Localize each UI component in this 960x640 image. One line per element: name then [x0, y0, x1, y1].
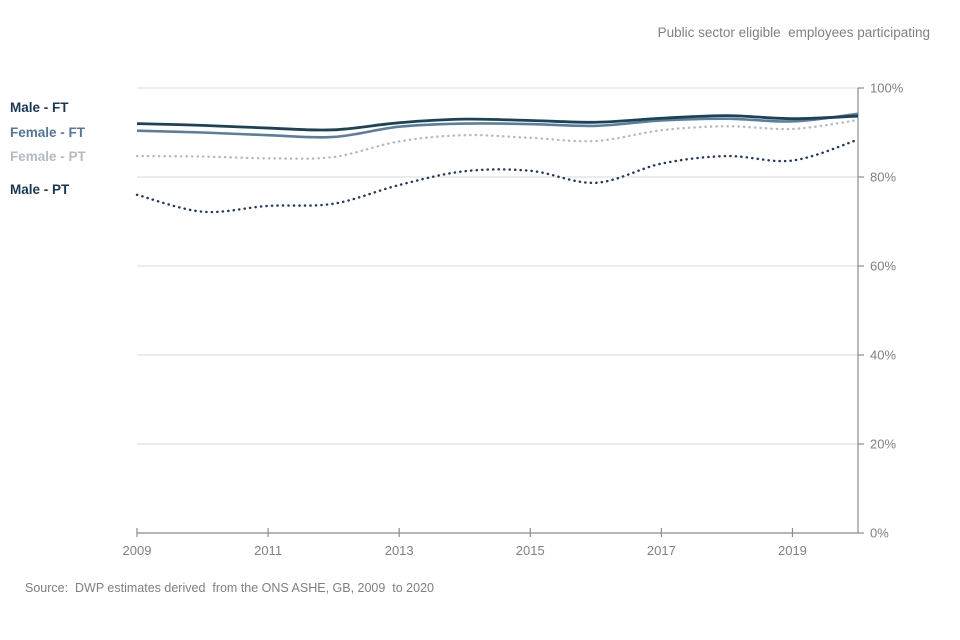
- x-axis-label-2019: 2019: [778, 543, 807, 558]
- legend-label-male-ft: Male - FT: [10, 100, 69, 115]
- line-female-ft: [136, 112, 859, 139]
- source-note: Source: DWP estimates derived from the O…: [25, 581, 434, 595]
- x-axis-label-2017: 2017: [647, 543, 676, 558]
- line-male-ft: [136, 114, 859, 132]
- chart-title: Public sector eligible employees partici…: [657, 25, 930, 40]
- x-axis-label-2013: 2013: [385, 543, 414, 558]
- y-axis-label-80: 80%: [870, 170, 896, 185]
- y-axis-label-60: 60%: [870, 259, 896, 274]
- x-axis-label-2011: 2011: [254, 543, 282, 558]
- legend-label-female-pt: Female - PT: [10, 149, 86, 164]
- y-axis-label-100: 100%: [870, 81, 904, 96]
- line-male-pt: [135, 138, 860, 214]
- y-axis-label-0: 0%: [870, 526, 889, 541]
- line-female-pt: [135, 118, 860, 160]
- x-axis-label-2015: 2015: [516, 543, 545, 558]
- y-axis-label-20: 20%: [870, 437, 896, 452]
- x-axis-label-2009: 2009: [123, 543, 152, 558]
- legend-label-male-pt: Male - PT: [10, 182, 70, 197]
- legend-label-female-ft: Female - FT: [10, 125, 86, 140]
- y-axis-label-40: 40%: [870, 348, 896, 363]
